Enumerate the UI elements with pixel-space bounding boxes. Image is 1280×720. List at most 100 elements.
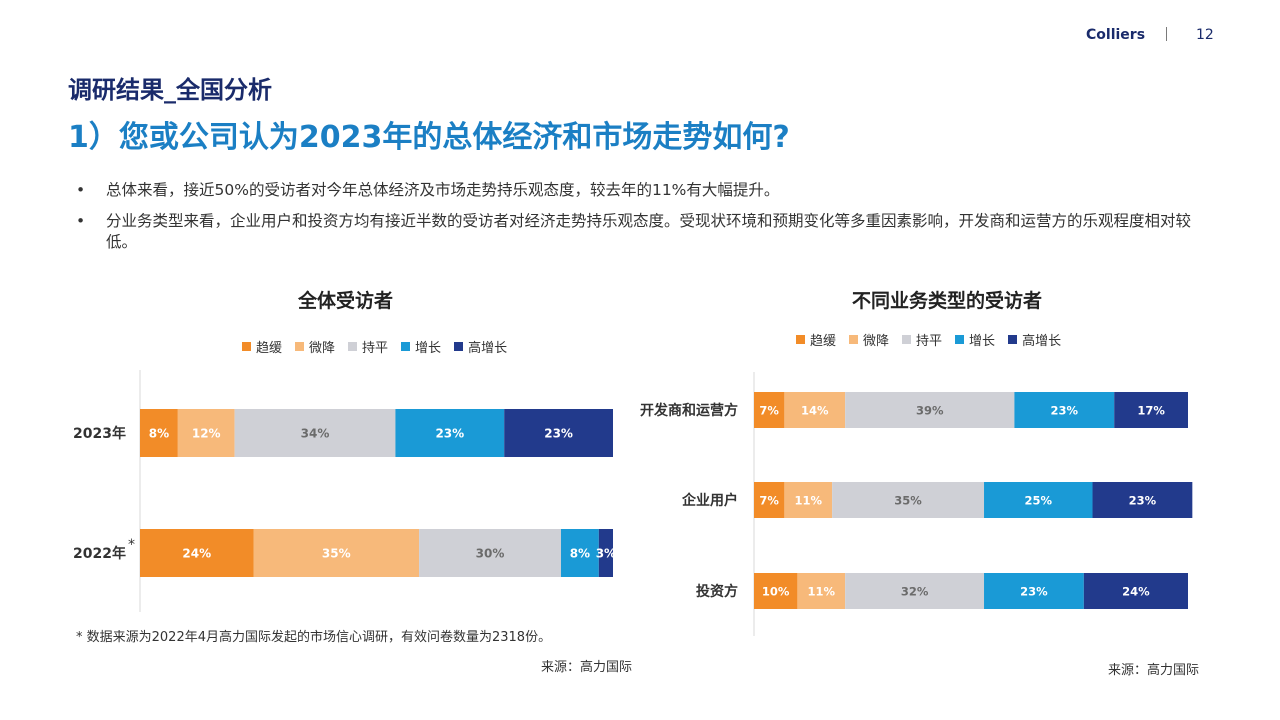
- bar-segment-slowdown: [754, 392, 785, 428]
- legend-swatch: [955, 335, 965, 344]
- bullet-dot: •: [76, 212, 86, 230]
- legend-label: 微降: [863, 334, 890, 349]
- data-label-slowdown: 7%: [759, 404, 779, 418]
- bullet-item: • 分业务类型来看，企业用户和投资方均有接近半数的受访者对经济走势持乐观态度。受现…: [76, 211, 1206, 253]
- legend-item-slowdown: 趋缓: [242, 337, 282, 356]
- data-label-slight-decline: 11%: [808, 585, 836, 599]
- bullet-dot: •: [76, 181, 86, 199]
- data-label-flat: 35%: [894, 494, 922, 508]
- bar-segment-high-growth: [598, 529, 613, 577]
- overall-chart-group: 2023年 8% 12% 34% 23% 23% 2022年* 24% 35% 30% 8% 3%: [73, 370, 616, 612]
- legend-item-growth: 增长: [401, 337, 441, 356]
- legend-item-slight-decline: 微降: [295, 337, 335, 356]
- bar-segment-slowdown: [140, 409, 178, 457]
- bar-segment-growth: [984, 482, 1093, 518]
- header-divider: [1166, 27, 1167, 41]
- data-label-flat: 39%: [916, 404, 944, 418]
- legend-label: 持平: [362, 341, 389, 356]
- data-label-growth: 25%: [1025, 494, 1053, 508]
- data-label-slowdown: 24%: [182, 547, 211, 561]
- legend-swatch: [454, 342, 464, 351]
- data-label-growth: 23%: [435, 427, 464, 441]
- category-footnote-mark: *: [128, 537, 135, 553]
- legend-label: 微降: [309, 341, 336, 356]
- legend-swatch: [849, 335, 859, 344]
- bar-segment-slight-decline: [253, 529, 420, 577]
- legend-item-high-growth: 高增长: [1008, 330, 1061, 349]
- data-label-flat: 34%: [301, 427, 330, 441]
- bar-segment-high-growth: [1083, 573, 1188, 609]
- bullet-text: 总体来看，接近50%的受访者对今年总体经济及市场走势持乐观态度，较去年的11%有…: [106, 181, 780, 199]
- data-label-slight-decline: 35%: [322, 547, 351, 561]
- legend-item-high-growth: 高增长: [454, 337, 507, 356]
- legend-item-growth: 增长: [955, 330, 995, 349]
- category-label: 企业用户: [681, 492, 738, 509]
- legend-item-flat: 持平: [348, 337, 388, 356]
- category-label: 投资方: [696, 583, 738, 600]
- bar-segment-flat: [234, 409, 396, 457]
- business-type-chart-group: 开发商和运营方 7% 14% 39% 23% 17% 企业用户 7% 11% 35% 25% 23% 投…: [640, 372, 1193, 636]
- legend-item-slight-decline: 微降: [849, 330, 889, 349]
- page-number: 12: [1196, 27, 1214, 43]
- data-label-high-growth: 23%: [1129, 494, 1157, 508]
- brand-logo-text: Colliers: [1086, 27, 1146, 43]
- legend-swatch: [1008, 335, 1018, 344]
- data-label-slowdown: 10%: [762, 585, 790, 599]
- data-label-high-growth: 24%: [1122, 585, 1150, 599]
- data-label-slight-decline: 14%: [801, 404, 829, 418]
- legend-by-business-type: 趋缓 微降 持平 增长 高增长: [796, 330, 1074, 349]
- data-label-slowdown: 8%: [149, 427, 169, 441]
- bar-segment-slowdown: [140, 529, 254, 577]
- section-title: 调研结果_全国分析: [68, 76, 272, 104]
- legend-label: 增长: [969, 334, 996, 349]
- bar-segment-growth: [1014, 392, 1115, 428]
- legend-label: 持平: [916, 334, 943, 349]
- data-label-high-growth: 3%: [596, 547, 616, 561]
- bar-segment-growth: [395, 409, 505, 457]
- bullet-text: 分业务类型来看，企业用户和投资方均有接近半数的受访者对经济走势持乐观态度。受现状…: [106, 212, 1192, 251]
- bullet-list: • 总体来看，接近50%的受访者对今年总体经济及市场走势持乐观态度，较去年的11%…: [76, 180, 1206, 263]
- data-label-growth: 8%: [570, 547, 590, 561]
- category-label: 2022年: [73, 545, 126, 562]
- legend-item-slowdown: 趋缓: [796, 330, 836, 349]
- legend-overall: 趋缓 微降 持平 增长 高增长: [242, 337, 520, 356]
- bar-segment-flat: [832, 482, 985, 518]
- bar-segment-slight-decline: [177, 409, 235, 457]
- category-label: 开发商和运营方: [640, 402, 738, 419]
- bar-segment-high-growth: [504, 409, 613, 457]
- legend-label: 趋缓: [810, 334, 837, 349]
- bar-segment-slight-decline: [797, 573, 846, 609]
- data-label-high-growth: 23%: [544, 427, 573, 441]
- legend-swatch: [295, 342, 305, 351]
- legend-swatch: [401, 342, 411, 351]
- data-label-growth: 23%: [1020, 585, 1048, 599]
- page-title: 1）您或公司认为2023年的总体经济和市场走势如何?: [68, 120, 790, 155]
- data-label-high-growth: 17%: [1137, 404, 1165, 418]
- bar-segment-flat: [419, 529, 561, 577]
- legend-item-flat: 持平: [902, 330, 942, 349]
- source-note-right: 来源：高力国际: [1108, 663, 1200, 678]
- bar-segment-growth: [984, 573, 1084, 609]
- data-label-slight-decline: 12%: [192, 427, 221, 441]
- legend-label: 高增长: [468, 341, 508, 356]
- bar-segment-slowdown: [754, 573, 798, 609]
- legend-label: 增长: [415, 341, 442, 356]
- bar-segment-flat: [845, 392, 1015, 428]
- legend-label: 趋缓: [256, 341, 283, 356]
- footnote: * 数据来源为2022年4月高力国际发起的市场信心调研，有效问卷数量为2318份…: [76, 630, 552, 645]
- bar-segment-high-growth: [1092, 482, 1193, 518]
- bar-segment-high-growth: [1114, 392, 1188, 428]
- category-label: 2023年: [73, 425, 126, 442]
- data-label-slight-decline: 11%: [794, 494, 822, 508]
- legend-label: 高增长: [1022, 334, 1062, 349]
- legend-swatch: [902, 335, 912, 344]
- chart-title-overall: 全体受访者: [298, 290, 394, 312]
- bar-segment-slight-decline: [784, 392, 846, 428]
- data-label-growth: 23%: [1051, 404, 1079, 418]
- source-note-left: 来源：高力国际: [541, 660, 633, 675]
- bar-segment-slowdown: [754, 482, 785, 518]
- data-label-flat: 30%: [476, 547, 505, 561]
- legend-swatch: [796, 335, 805, 344]
- legend-swatch: [348, 342, 358, 351]
